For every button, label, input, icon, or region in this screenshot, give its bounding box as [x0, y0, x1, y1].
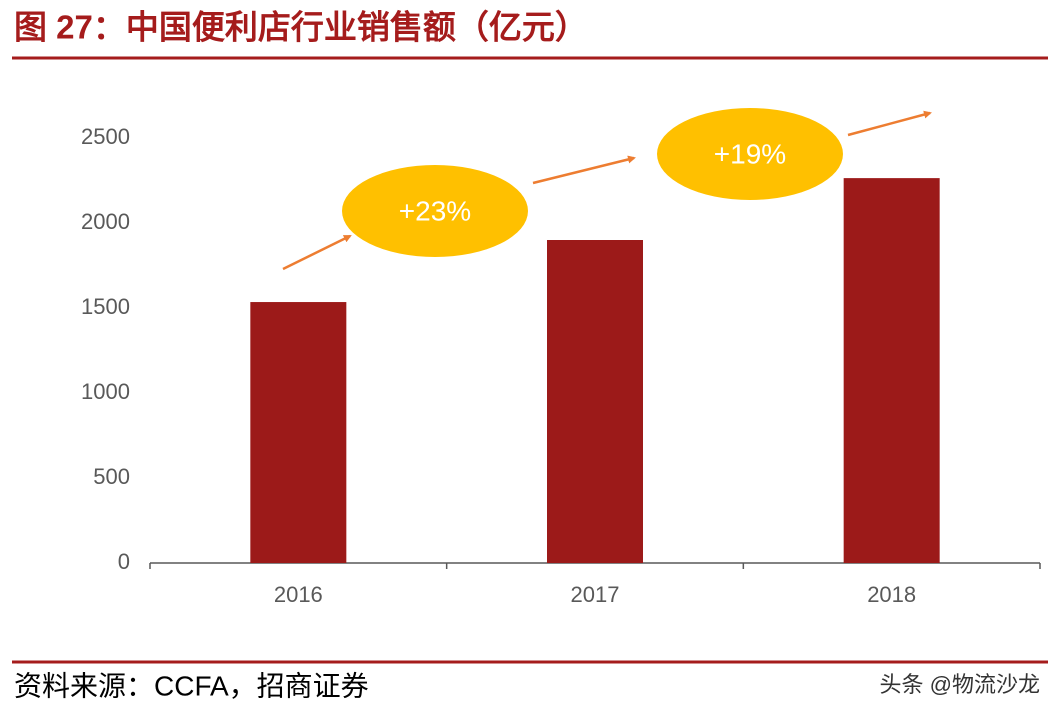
x-tick-label: 2017: [571, 582, 620, 607]
growth-bubble: [342, 165, 528, 257]
y-tick-label: 2500: [81, 124, 130, 149]
bar: [547, 240, 643, 563]
growth-bubble: [657, 108, 843, 200]
watermark: 头条 @物流沙龙: [880, 672, 1040, 697]
source: 资料来源：CCFA，招商证券: [14, 670, 369, 701]
y-tick-label: 1500: [81, 294, 130, 319]
growth-arrow: [282, 234, 352, 271]
x-tick-label: 2018: [867, 582, 916, 607]
y-tick-label: 0: [118, 549, 130, 574]
bar: [843, 178, 940, 563]
x-tick-label: 2016: [274, 582, 323, 607]
y-tick-label: 2000: [81, 209, 130, 234]
growth-label: +19%: [714, 138, 786, 169]
bar: [250, 302, 347, 563]
y-tick-label: 1000: [81, 379, 130, 404]
growth-label: +23%: [399, 195, 471, 226]
growth-arrow: [532, 155, 636, 185]
chart-title: 图 27：中国便利店行业销售额（亿元）: [14, 9, 588, 46]
y-tick-label: 500: [93, 464, 130, 489]
growth-arrow: [847, 110, 932, 137]
